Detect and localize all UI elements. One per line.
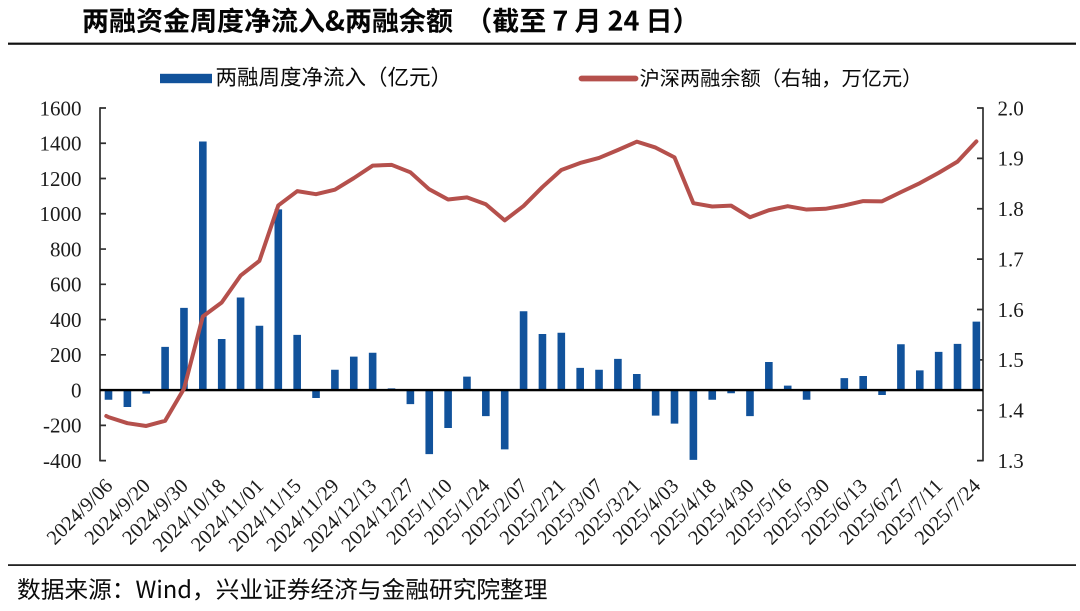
svg-text:1200: 1200 [40, 167, 82, 191]
svg-text:-400: -400 [43, 449, 82, 473]
svg-text:1.8: 1.8 [998, 197, 1024, 221]
svg-text:600: 600 [50, 273, 82, 297]
svg-text:2.0: 2.0 [998, 96, 1024, 120]
svg-text:1.3: 1.3 [998, 449, 1024, 473]
svg-text:0: 0 [71, 378, 82, 402]
svg-text:1.5: 1.5 [998, 348, 1024, 372]
svg-text:1400: 1400 [40, 132, 82, 156]
svg-text:-200: -200 [43, 414, 82, 438]
svg-text:1.9: 1.9 [998, 147, 1024, 171]
svg-text:1.6: 1.6 [998, 298, 1024, 322]
svg-text:200: 200 [50, 343, 82, 367]
svg-text:400: 400 [50, 308, 82, 332]
svg-text:1.4: 1.4 [998, 399, 1025, 423]
svg-text:1600: 1600 [40, 96, 82, 120]
svg-text:1.7: 1.7 [998, 247, 1024, 271]
svg-text:1000: 1000 [40, 202, 82, 226]
svg-text:800: 800 [50, 237, 82, 261]
